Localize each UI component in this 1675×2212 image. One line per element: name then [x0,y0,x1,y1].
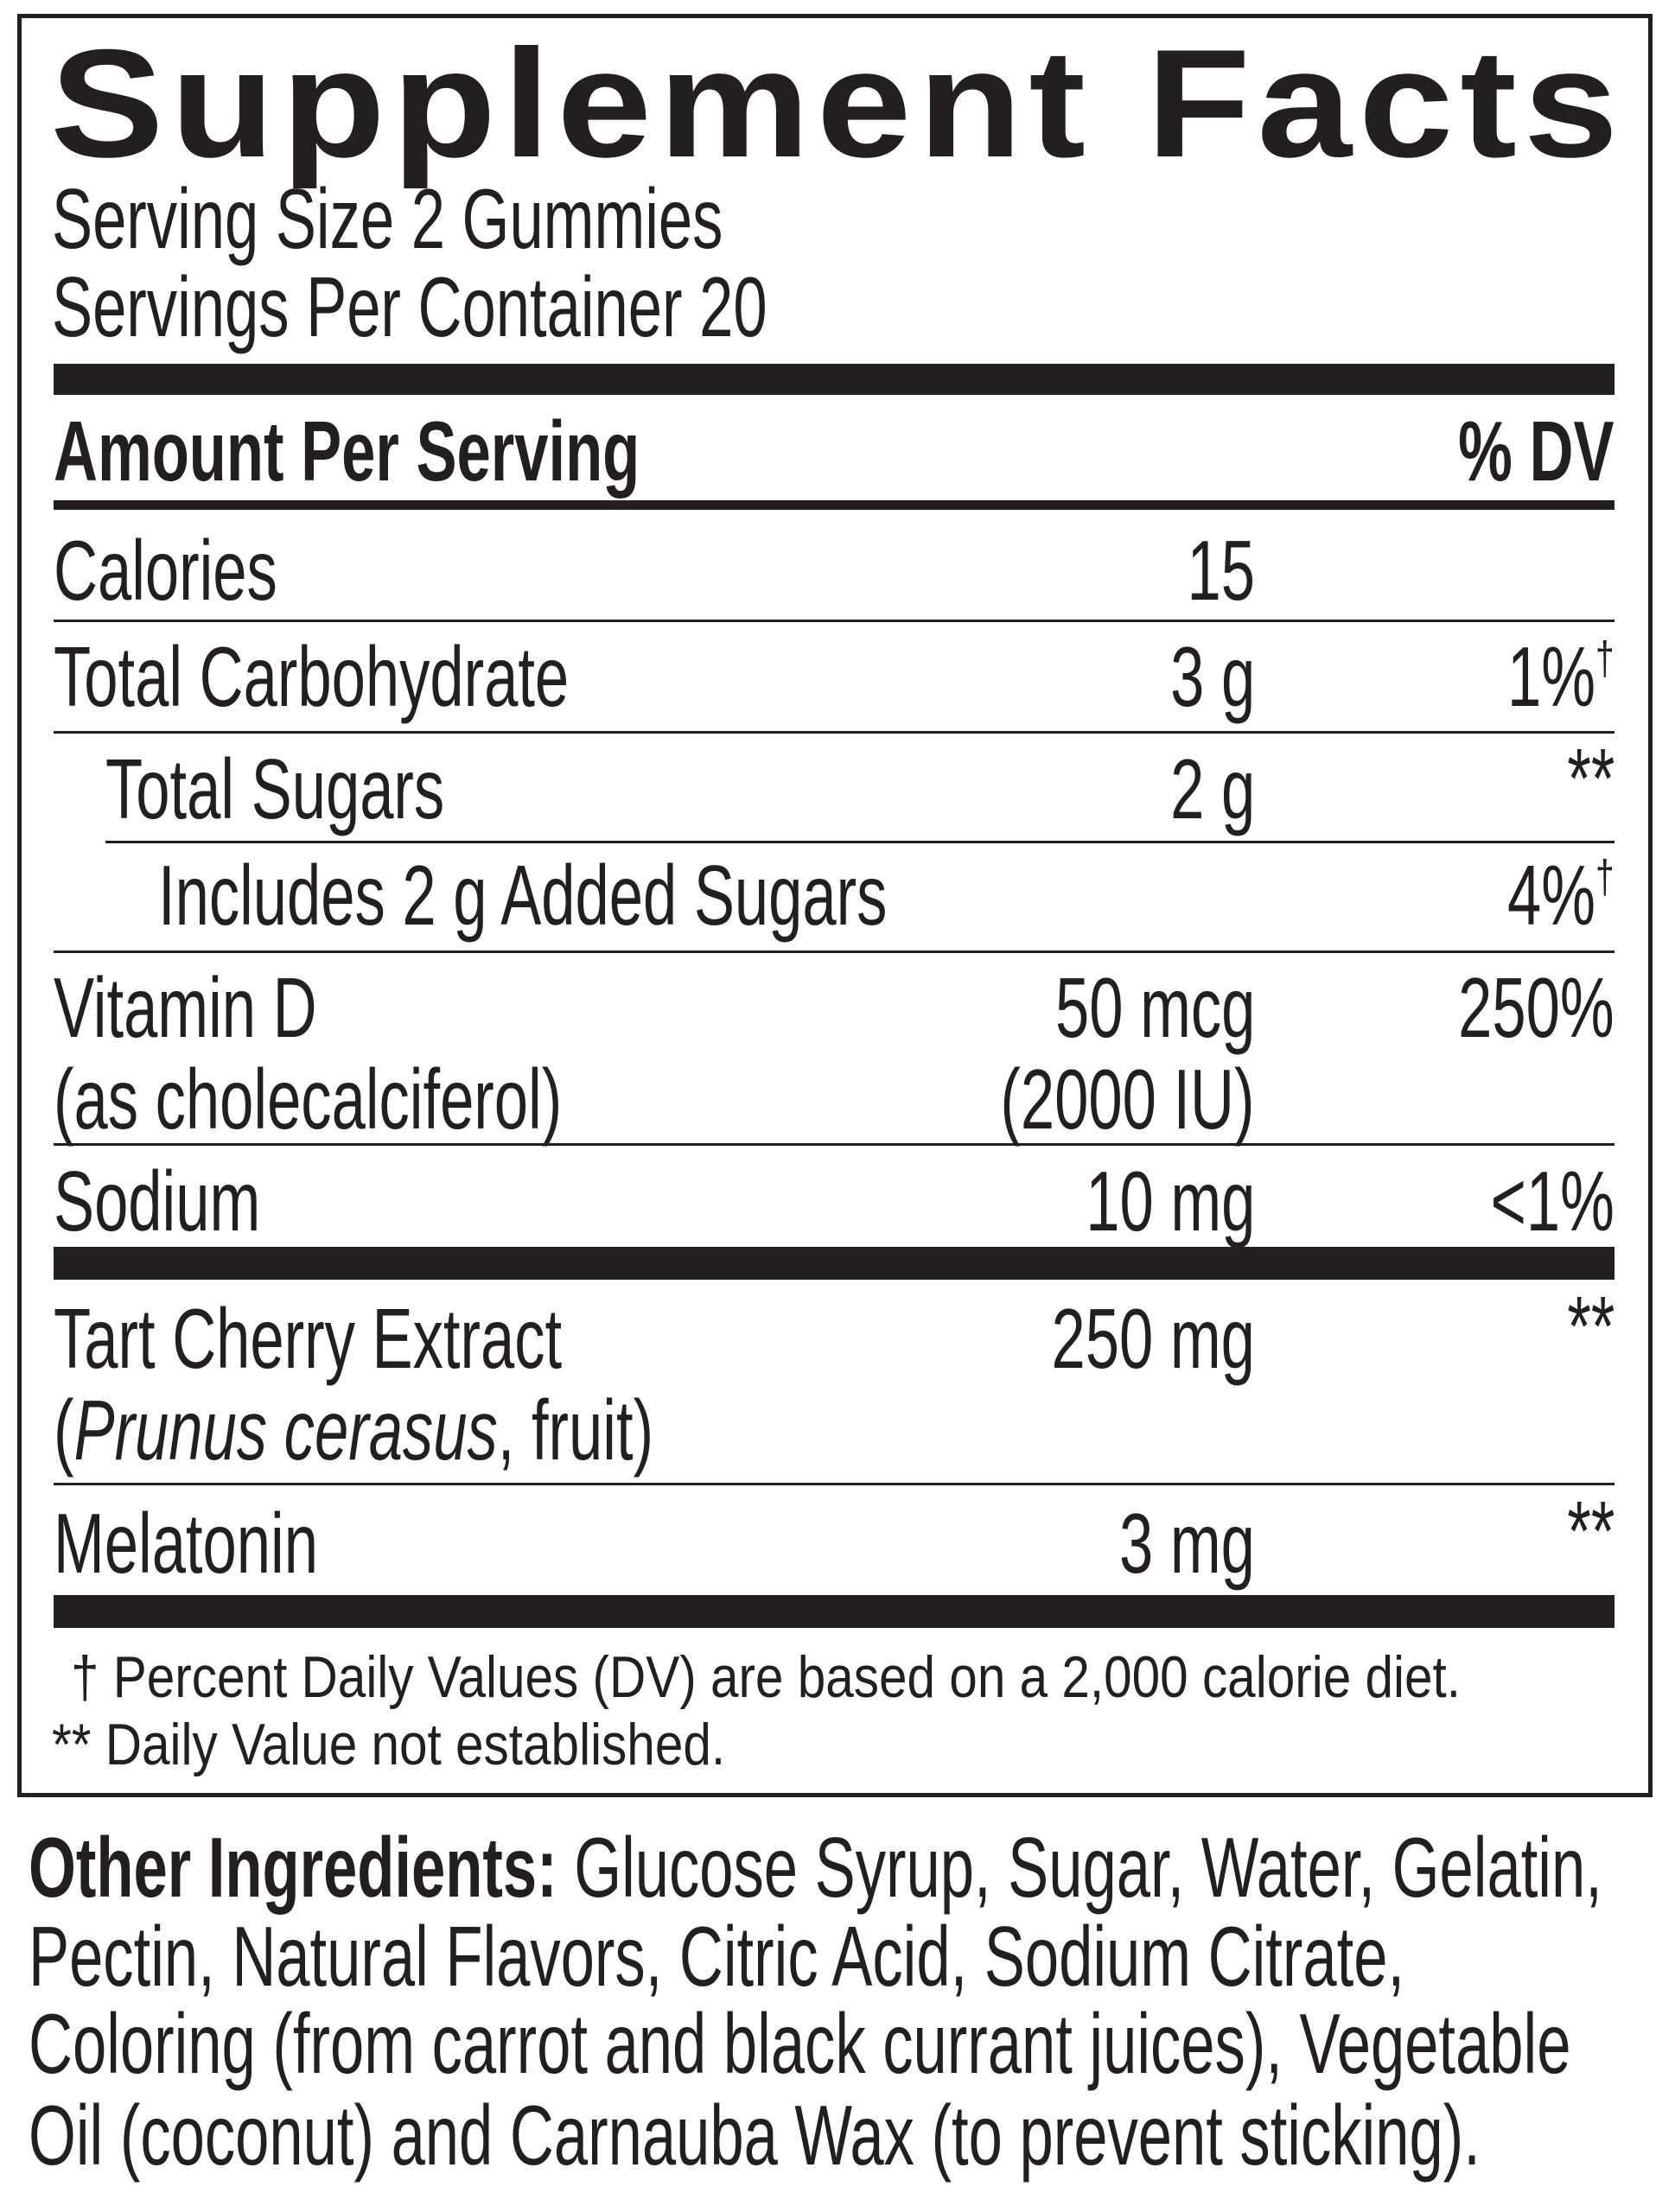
row-calories-name: Calories [54,523,277,618]
row-sugars-name: Total Sugars [105,741,445,836]
row-vitd-amount: 50 mcg [1054,960,1255,1055]
row-tart-cherry-dv: ** [1567,1279,1614,1374]
row-divider [54,950,1614,953]
row-calories-amount: 15 [1187,523,1255,618]
row-divider [105,841,1614,843]
row-tart-cherry-source: (Prunus cerasus, fruit) [54,1382,653,1478]
dagger-mark: † [1595,632,1614,684]
row-vitd-sub: (as cholecalciferol) [54,1052,563,1147]
row-divider [54,731,1614,734]
thick-divider [54,1595,1614,1628]
thick-divider [54,364,1614,395]
supplement-facts-panel [17,14,1653,1797]
row-sodium-dv: <1% [1490,1154,1614,1249]
other-ingredients-label: Other Ingredients: [29,1820,557,1915]
footnote-not-established: ** Daily Value not established. [52,1712,726,1777]
ingredients-text: Glucose Syrup, Sugar, Water, Gelatin, [557,1820,1602,1915]
row-carb-dv: 1%† [1507,629,1614,724]
row-added-sugars-dv: 4%† [1507,848,1614,943]
row-carb-name: Total Carbohydrate [54,629,570,724]
other-ingredients-line-3: Coloring (from carrot and black currant … [29,1996,1571,2091]
plant-part: , fruit) [497,1382,654,1478]
row-tart-cherry-amount: 250 mg [1051,1291,1255,1386]
medium-divider [54,500,1614,510]
dv-value: 1% [1507,629,1596,724]
row-melatonin-name: Melatonin [54,1496,318,1591]
row-sugars-amount: 2 g [1169,741,1255,836]
row-sodium-name: Sodium [54,1154,261,1249]
row-tart-cherry-name: Tart Cherry Extract [54,1291,563,1386]
row-vitd-dv: 250% [1458,960,1614,1055]
row-divider [54,620,1614,622]
dagger-mark: † [1595,851,1614,903]
row-added-sugars-name: Includes 2 g Added Sugars [158,848,888,943]
serving-size: Serving Size 2 Gummies [52,171,723,266]
row-sugars-dv: ** [1567,731,1614,826]
row-divider [54,1483,1614,1485]
row-vitd-amount-iu: (2000 IU) [1000,1052,1255,1147]
row-sodium-amount: 10 mg [1085,1154,1255,1249]
footnote-dv: † Percent Daily Values (DV) are based on… [71,1644,1462,1710]
botanical-name: Prunus cerasus [73,1382,498,1478]
other-ingredients-line-2: Pectin, Natural Flavors, Citric Acid, So… [29,1909,1405,2004]
dv-header: % DV [1458,404,1614,499]
servings-per-container: Servings Per Container 20 [52,259,767,354]
dv-value: 4% [1507,848,1596,943]
row-divider [54,1143,1614,1146]
row-melatonin-dv: ** [1567,1484,1614,1579]
paren: ( [54,1382,74,1478]
row-melatonin-amount: 3 mg [1119,1496,1255,1591]
thick-divider [54,1247,1614,1280]
panel-title: Supplement Facts [50,17,1626,189]
row-carb-amount: 3 g [1169,629,1255,724]
other-ingredients-line-1: Other Ingredients: Glucose Syrup, Sugar,… [29,1820,1602,1915]
row-vitd-name: Vitamin D [54,960,317,1055]
amount-per-serving-header: Amount Per Serving [54,404,640,499]
other-ingredients-line-4: Oil (coconut) and Carnauba Wax (to preve… [29,2088,1481,2183]
